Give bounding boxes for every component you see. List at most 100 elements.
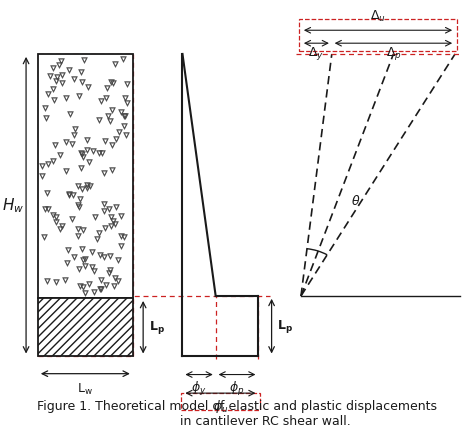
Point [111,274,118,281]
Point [88,248,95,255]
Point [106,267,113,273]
Point [96,252,103,259]
Point [70,132,77,139]
Point [80,284,87,291]
Point [69,216,76,223]
Point [121,94,128,101]
Point [65,191,73,197]
Point [98,276,105,283]
Point [65,67,73,73]
Text: $\phi_p$: $\phi_p$ [229,380,245,398]
Point [49,211,57,218]
Point [117,108,125,115]
Text: $\Delta_u$: $\Delta_u$ [370,9,386,24]
Point [77,164,85,171]
Point [44,90,52,97]
Point [102,282,110,289]
Point [40,234,48,241]
Point [77,68,85,75]
Point [49,158,57,165]
Point [86,182,93,189]
Point [58,71,65,78]
Point [83,137,91,144]
Point [58,79,65,86]
Point [112,136,119,143]
Point [41,105,49,112]
Point [114,277,122,284]
Point [81,263,88,270]
Point [95,149,103,156]
Point [123,99,131,106]
Text: $\Delta_p$: $\Delta_p$ [385,45,401,62]
Point [112,220,119,227]
Point [44,190,51,197]
Point [78,186,86,193]
Point [74,233,82,240]
Text: $\Delta_y$: $\Delta_y$ [309,45,324,62]
Point [108,213,115,220]
Point [71,75,78,82]
Point [68,140,75,147]
Point [74,183,82,190]
Point [101,224,109,231]
Point [97,286,105,292]
Point [78,150,86,157]
Text: Figure 1. Theoretical model of elastic and plastic displacements
              i: Figure 1. Theoretical model of elastic a… [37,400,437,428]
Point [50,86,57,92]
Point [100,253,108,260]
Point [55,61,63,68]
Point [51,142,58,149]
Point [62,168,70,175]
Point [80,153,87,160]
Point [71,126,79,133]
Text: $\phi_y$: $\phi_y$ [191,380,207,398]
Point [123,80,130,87]
Point [121,113,129,120]
Point [90,267,98,274]
Point [84,83,92,90]
Point [120,112,128,119]
Point [117,242,125,249]
Point [66,111,74,118]
Point [120,234,128,241]
Text: $\theta$: $\theta$ [351,194,360,208]
Point [63,259,71,266]
Point [53,279,60,286]
Text: $\mathbf{L_p}$: $\mathbf{L_p}$ [277,318,293,335]
Point [44,205,52,212]
Point [108,142,115,149]
Text: $\mathrm{L_w}$: $\mathrm{L_w}$ [77,381,93,397]
Point [64,247,72,254]
Point [75,203,82,210]
Point [104,112,112,119]
Point [91,213,99,220]
Point [122,132,130,139]
Point [62,138,69,145]
Point [41,206,48,213]
Point [109,79,117,86]
Text: $H_w$: $H_w$ [2,196,24,215]
Bar [299,19,457,51]
Text: $\mathbf{L_p}$: $\mathbf{L_p}$ [149,319,165,336]
Point [65,192,73,199]
Point [85,159,93,166]
Point [62,95,70,102]
Point [91,289,98,295]
Point [106,252,114,259]
Point [103,84,111,91]
Point [58,223,66,230]
Point [111,60,119,67]
Point [83,184,91,191]
Point [76,195,84,202]
Point [82,289,89,296]
Point [108,167,116,174]
Point [49,64,57,71]
Point [109,218,117,225]
Point [56,151,64,158]
Point [108,79,115,86]
Text: $\phi_u$: $\phi_u$ [213,398,228,415]
Point [79,227,86,234]
Point [46,72,54,79]
Bar [38,298,133,356]
Point [110,283,118,290]
